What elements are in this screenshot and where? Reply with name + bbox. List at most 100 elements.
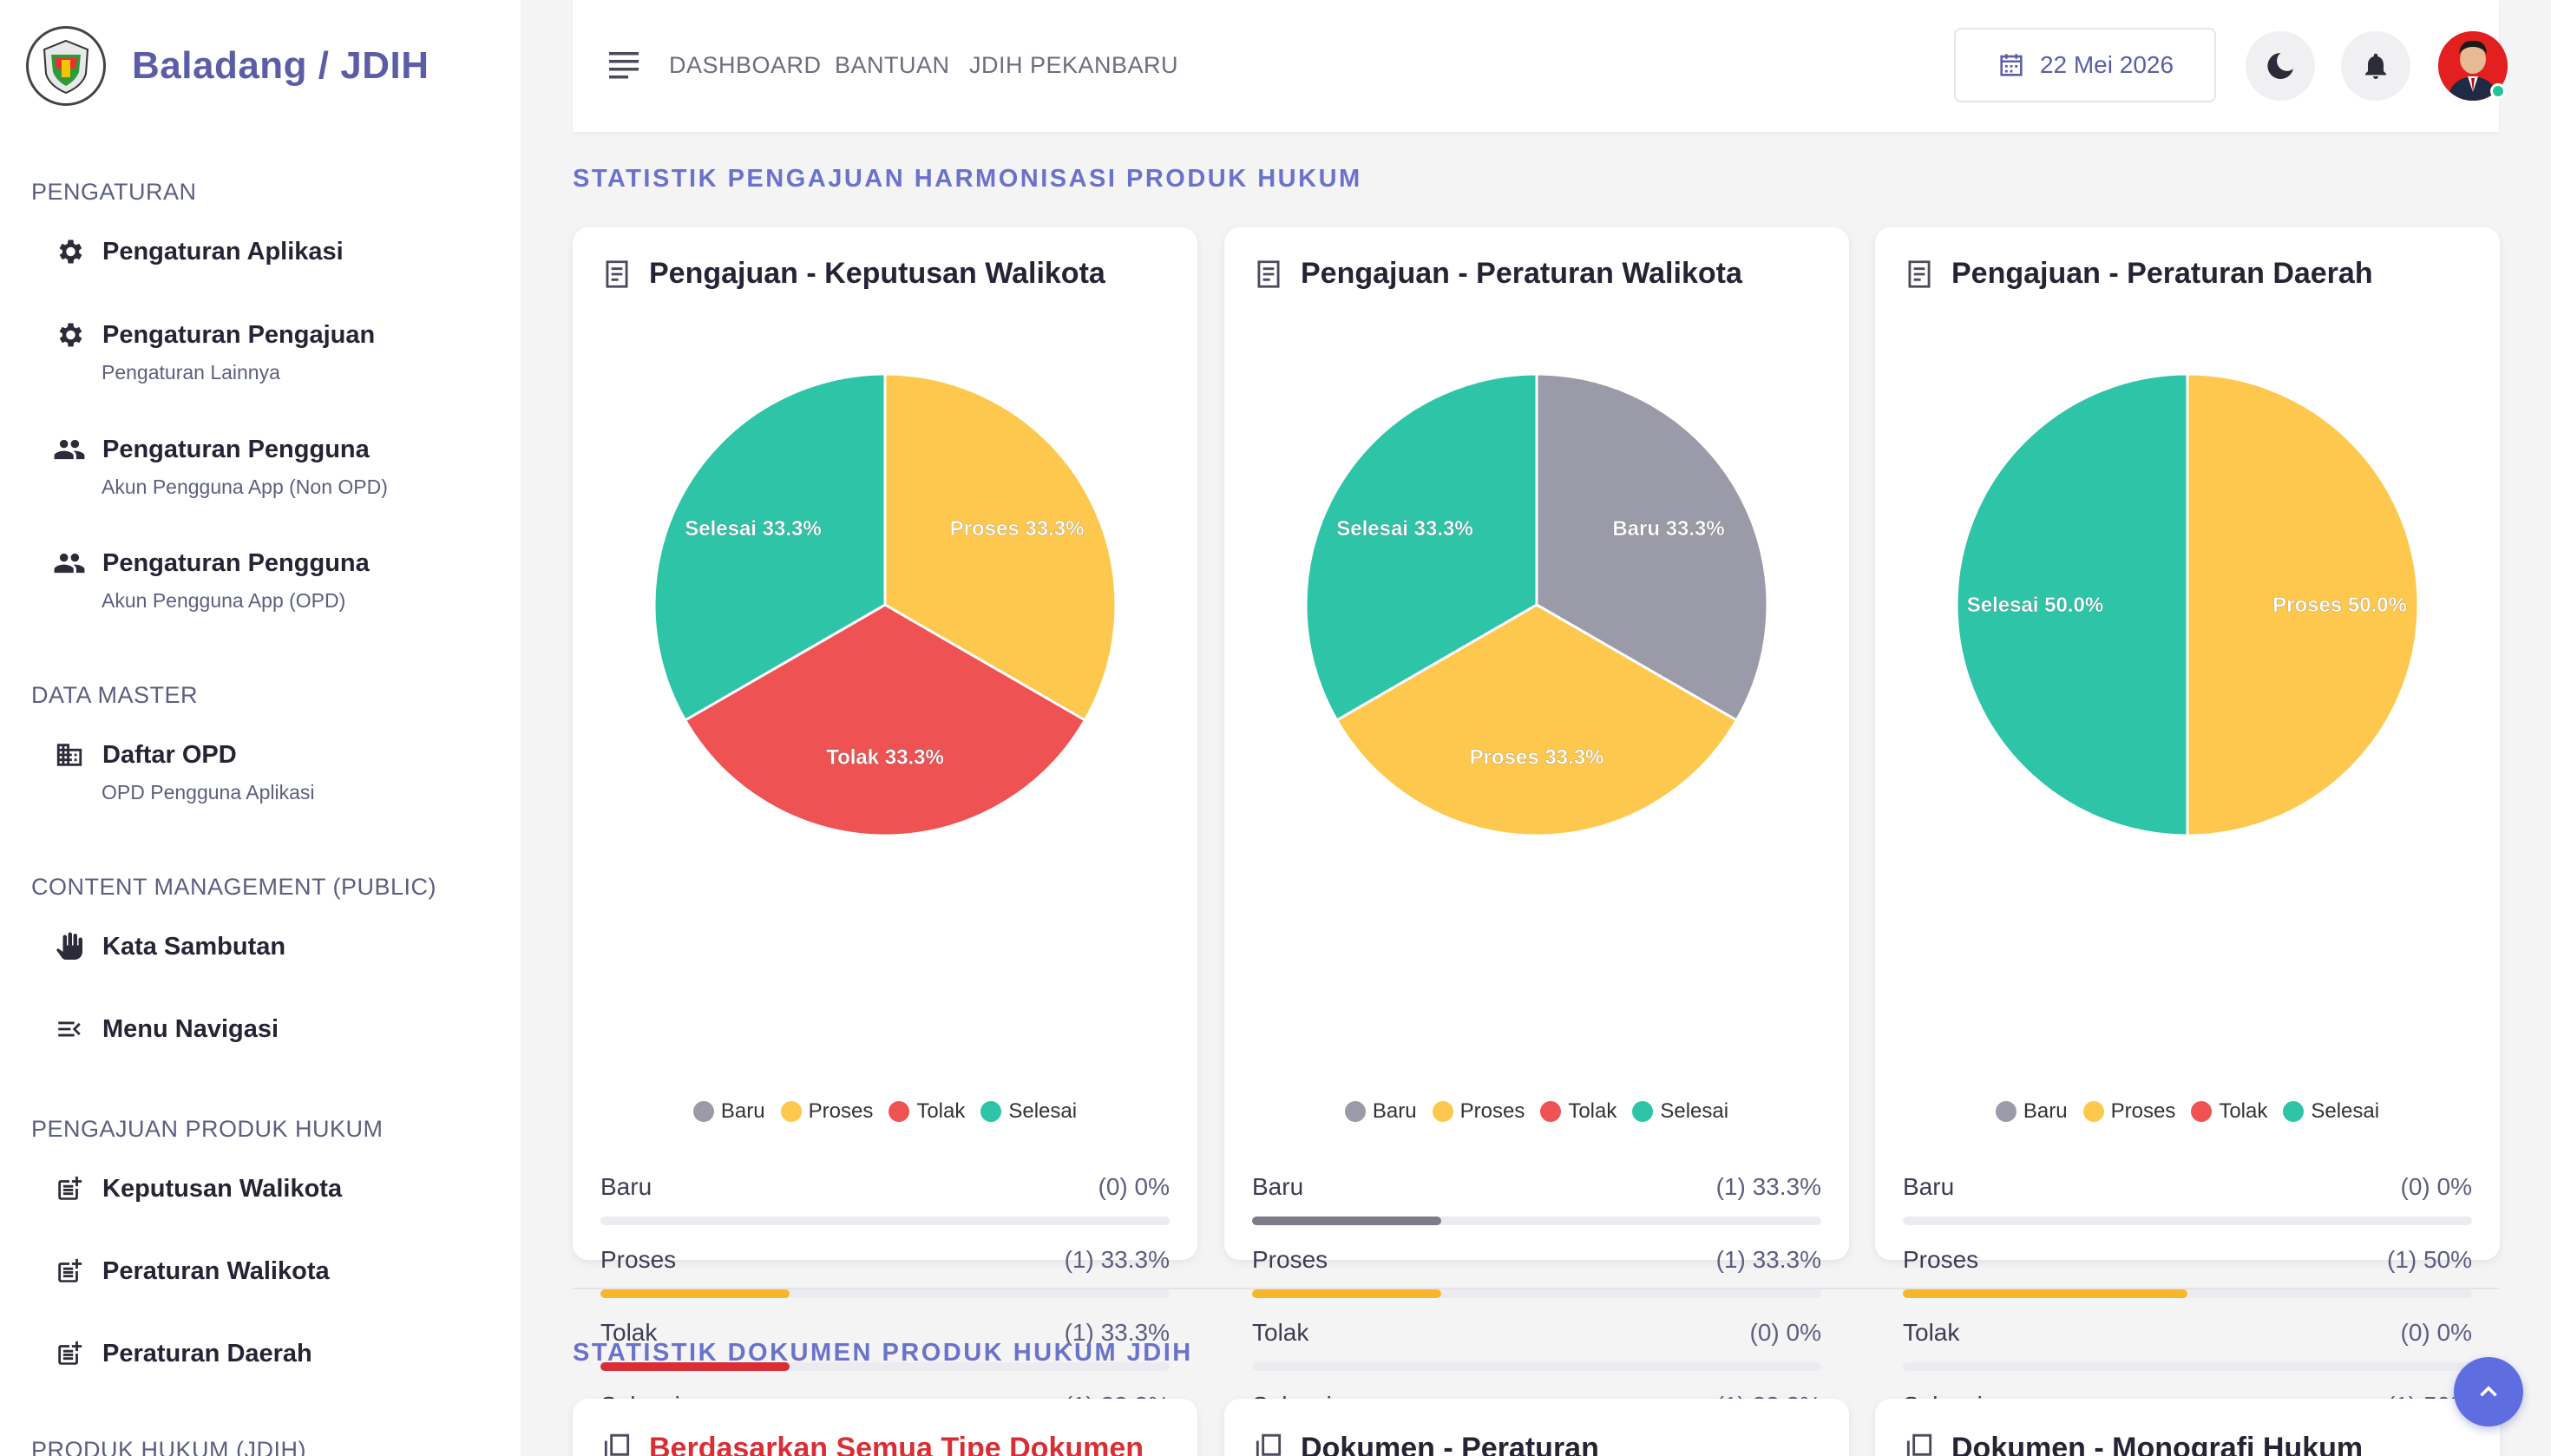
legend-label: Proses	[1459, 1099, 1525, 1123]
sidebar-item-sublabel: Akun Pengguna App (OPD)	[102, 589, 346, 612]
card-title: Pengajuan - Keputusan Walikota	[649, 257, 1105, 290]
pie-slice-proses[interactable]	[883, 372, 1118, 723]
legend-item-proses[interactable]: Proses	[2082, 1099, 2175, 1124]
hamburger-menu-icon[interactable]	[609, 50, 640, 84]
stat-card: Pengajuan - Keputusan Walikota Proses 33.…	[573, 227, 1197, 1444]
avatar[interactable]	[2438, 31, 2508, 101]
legend-item-tolak[interactable]: Tolak	[2191, 1099, 2267, 1124]
section-pengaturan: PENGATURAN	[31, 179, 197, 205]
legend-dot	[2191, 1101, 2213, 1122]
doc-card-semua-tipe: Berdasarkan Semua Tipe Dokumen	[573, 1399, 1197, 1456]
library-books-icon	[604, 1433, 630, 1456]
sidebar-item-sublabel: Akun Pengguna App (Non OPD)	[102, 475, 388, 498]
sidebar-item-pengaturan-pengguna-non-opd[interactable]: Pengaturan Pengguna Akun Pengguna App (N…	[52, 432, 503, 499]
legend-dot	[1432, 1101, 1453, 1122]
progress-track	[1252, 1217, 1821, 1225]
document-icon	[1908, 259, 1931, 288]
date-button[interactable]: 22 Mei 2026	[1954, 28, 2216, 102]
sidebar-item-pengaturan-aplikasi[interactable]: Pengaturan Aplikasi	[52, 234, 503, 269]
pie-slice-selesai[interactable]	[1955, 372, 2189, 837]
legend-dot	[1632, 1101, 1654, 1122]
chart-legend: Baru Proses Tolak Selesai	[1224, 1099, 1849, 1124]
doc-card-title: Dokumen - Peraturan	[1301, 1432, 1599, 1456]
legend-item-tolak[interactable]: Tolak	[889, 1099, 965, 1124]
legend-label: Baru	[720, 1099, 765, 1123]
pie-slice-label: Baru 33.3%	[1612, 517, 1724, 541]
stat-row-baru: Baru (0) 0%	[1903, 1164, 2472, 1237]
brand[interactable]: Baladang / JDIH	[26, 26, 429, 106]
sidebar: Baladang / JDIH PENGATURAN Pengaturan Ap…	[0, 0, 521, 1456]
pie-slice-label: Selesai 33.3%	[1336, 517, 1472, 541]
gear-icon	[52, 234, 87, 269]
stat-name: Proses	[600, 1246, 677, 1273]
doc-card-monografi: Dokumen - Monografi Hukum	[1875, 1399, 2500, 1456]
stat-value: (0) 0%	[1098, 1173, 1170, 1200]
legend-dot	[1344, 1101, 1366, 1122]
legend-item-baru[interactable]: Baru	[1344, 1099, 1417, 1124]
legend-item-selesai[interactable]: Selesai	[2283, 1099, 2379, 1124]
divider	[573, 1288, 2499, 1289]
stat-value: (0) 0%	[2400, 1319, 2472, 1346]
moon-icon	[2267, 52, 2293, 79]
stat-row-tolak: Tolak (1) 33.3%	[600, 1310, 1170, 1383]
sidebar-item-daftar-opd[interactable]: Daftar OPD OPD Pengguna Aplikasi	[52, 738, 503, 804]
scroll-to-top-button[interactable]	[2454, 1357, 2523, 1426]
dark-mode-toggle[interactable]	[2246, 31, 2315, 101]
progress-fill	[600, 1362, 790, 1371]
section-produk-hukum: PRODUK HUKUM (JDIH)	[31, 1437, 306, 1456]
pie-slice-proses[interactable]	[1335, 603, 1739, 837]
stat-value: (1) 33.3%	[1715, 1173, 1821, 1200]
legend-item-baru[interactable]: Baru	[692, 1099, 765, 1124]
legend-label: Baru	[2023, 1099, 2068, 1123]
sidebar-item-peraturan-walikota[interactable]: Peraturan Walikota	[52, 1254, 503, 1289]
chart-legend: Baru Proses Tolak Selesai	[1875, 1099, 2500, 1124]
users-icon	[52, 546, 87, 580]
sidebar-item-label: Peraturan Walikota	[102, 1256, 330, 1285]
legend-label: Tolak	[916, 1099, 966, 1123]
post-add-icon	[52, 1171, 87, 1206]
users-icon	[52, 432, 87, 467]
pie-slice-proses[interactable]	[2186, 372, 2420, 837]
progress-fill	[1903, 1289, 2187, 1298]
legend-label: Selesai	[2311, 1099, 2380, 1123]
notifications-button[interactable]	[2341, 31, 2410, 101]
pie-slice-selesai[interactable]	[1304, 372, 1538, 723]
pie-chart: Proses 33.3% Tolak 33.3% Selesai 33.3%	[653, 372, 1118, 837]
stat-name: Baru	[1903, 1173, 1955, 1200]
sidebar-item-label: Pengaturan Aplikasi	[102, 237, 344, 266]
nav-link-jdih-pekanbaru[interactable]: JDIH PEKANBARU	[969, 52, 1179, 78]
sidebar-item-keputusan-walikota[interactable]: Keputusan Walikota	[52, 1171, 503, 1206]
sidebar-item-pengaturan-pengguna-opd[interactable]: Pengaturan Pengguna Akun Pengguna App (O…	[52, 546, 503, 613]
legend-item-proses[interactable]: Proses	[780, 1099, 873, 1124]
pie-slice-selesai[interactable]	[653, 372, 887, 723]
sidebar-item-label: Kata Sambutan	[102, 932, 286, 961]
stat-row-baru: Baru (1) 33.3%	[1252, 1164, 1821, 1237]
brand-title: Baladang / JDIH	[132, 44, 430, 87]
pie-slice-tolak[interactable]	[683, 603, 1087, 837]
legend-item-proses[interactable]: Proses	[1432, 1099, 1525, 1124]
bell-icon	[2365, 53, 2386, 79]
nav-link-dashboard[interactable]: DASHBOARD	[669, 52, 822, 78]
stat-value: (1) 33.3%	[1064, 1319, 1170, 1346]
legend-item-selesai[interactable]: Selesai	[980, 1099, 1077, 1124]
pie-slice-baru[interactable]	[1535, 372, 1769, 723]
legend-item-selesai[interactable]: Selesai	[1632, 1099, 1728, 1124]
stat-row-tolak: Tolak (0) 0%	[1903, 1310, 2472, 1383]
legend-item-baru[interactable]: Baru	[1995, 1099, 2068, 1124]
section-heading-dokumen: STATISTIK DOKUMEN PRODUK HUKUM JDIH	[573, 1339, 1193, 1367]
stat-card: Pengajuan - Peraturan Daerah Proses 50.0%…	[1875, 227, 2500, 1444]
sidebar-item-peraturan-daerah[interactable]: Peraturan Daerah	[52, 1336, 503, 1371]
sidebar-item-pengaturan-pengajuan[interactable]: Pengaturan Pengajuan Pengaturan Lainnya	[52, 318, 503, 384]
sidebar-item-kata-sambutan[interactable]: Kata Sambutan	[52, 929, 503, 964]
legend-label: Selesai	[1660, 1099, 1729, 1123]
sidebar-item-menu-navigasi[interactable]: Menu Navigasi	[52, 1012, 503, 1046]
document-icon	[1257, 259, 1280, 288]
nav-link-bantuan[interactable]: BANTUAN	[835, 52, 950, 78]
post-add-icon	[52, 1336, 87, 1371]
legend-item-tolak[interactable]: Tolak	[1540, 1099, 1617, 1124]
sidebar-item-label: Pengaturan Pengajuan	[102, 320, 376, 349]
card-title: Pengajuan - Peraturan Walikota	[1301, 257, 1742, 290]
legend-dot	[780, 1101, 802, 1122]
post-add-icon	[52, 1254, 87, 1289]
legend-dot	[889, 1101, 910, 1122]
